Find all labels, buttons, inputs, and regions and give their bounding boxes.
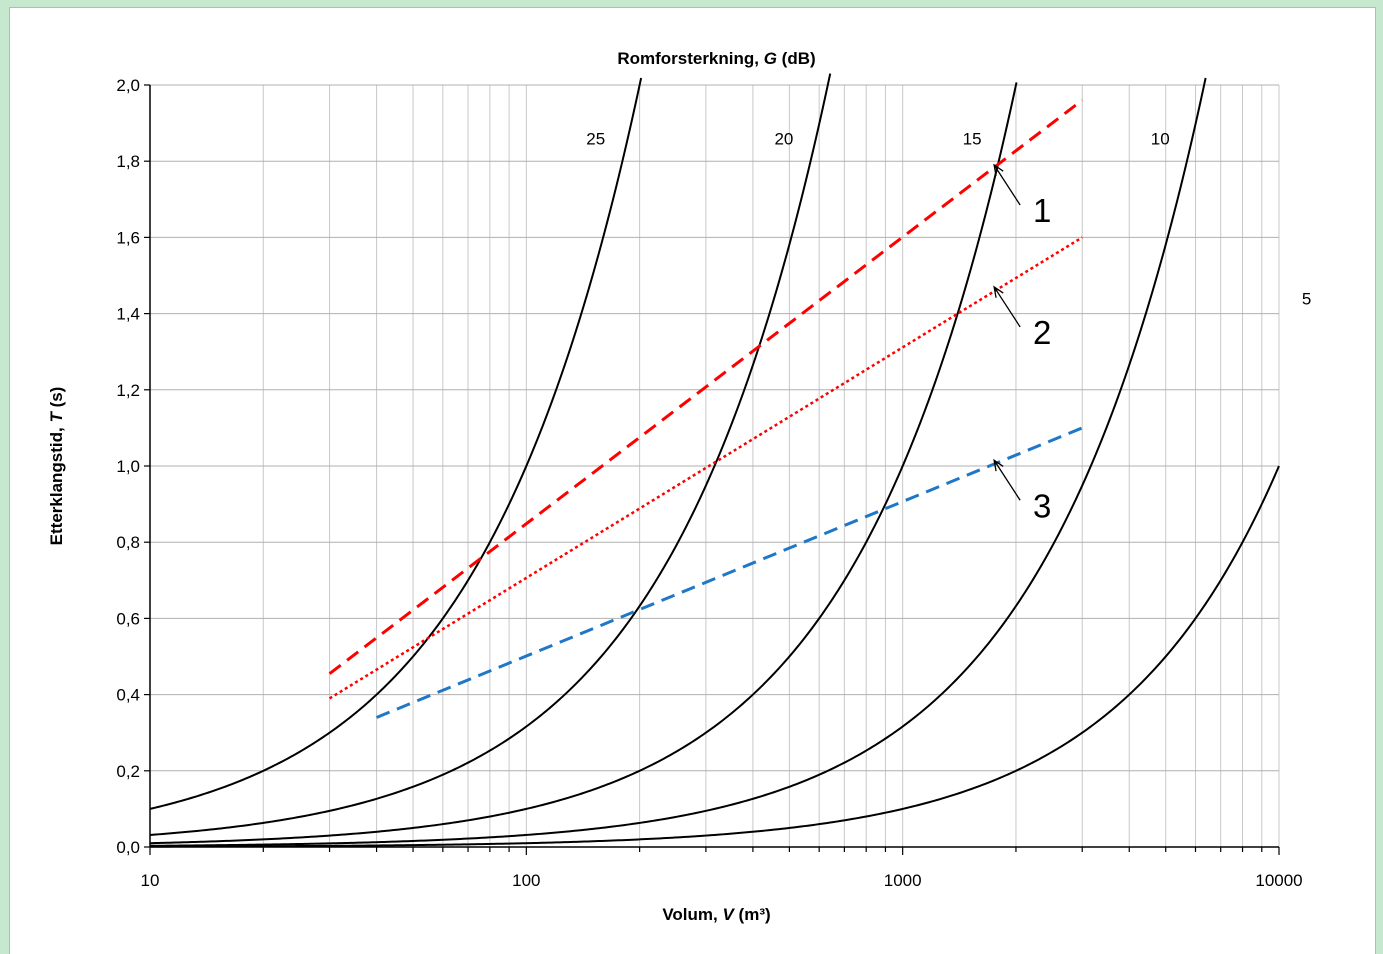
y-axis-title-main: Etterklangstid, bbox=[47, 423, 66, 546]
axes bbox=[144, 84, 1280, 855]
gain-curve-label-15: 15 bbox=[963, 129, 982, 148]
gain-curves bbox=[149, 73, 1280, 848]
y-tick-label: 1,6 bbox=[116, 228, 140, 247]
top-axis-title-unit: (dB) bbox=[777, 49, 816, 68]
x-tick-label: 10000 bbox=[1255, 871, 1302, 890]
grid bbox=[150, 84, 1280, 847]
y-tick-label: 0,4 bbox=[116, 686, 140, 705]
reference-line-1 bbox=[328, 99, 1084, 675]
x-axis-title-symbol: V bbox=[722, 905, 735, 924]
x-axis-title: Volum, V (m³) bbox=[662, 905, 770, 924]
y-tick-label: 2,0 bbox=[116, 76, 140, 95]
callout-label-1: 1 bbox=[1033, 192, 1051, 229]
y-tick-label: 1,8 bbox=[116, 152, 140, 171]
x-tick-label: 1000 bbox=[884, 871, 922, 890]
chart-canvas: 0,0 0,2 0,4 0,6 0,8 1,0 1,2 1,4 1,6 1,8 2,0 10 100 10… bbox=[47, 49, 1311, 924]
gain-curve-10 bbox=[149, 77, 1207, 847]
x-tick-label: 100 bbox=[512, 871, 540, 890]
y-axis-title-symbol: T bbox=[47, 411, 66, 423]
chart-frame: 0,0 0,2 0,4 0,6 0,8 1,0 1,2 1,4 1,6 1,8 2,0 10 100 10… bbox=[10, 8, 1375, 954]
gain-curve-20 bbox=[149, 73, 832, 836]
callout-arrowhead-1 bbox=[993, 163, 1004, 176]
callout-arrow-1 bbox=[993, 164, 1021, 206]
top-axis-title-main: Romforsterkning, bbox=[617, 49, 763, 68]
y-tick-label: 1,2 bbox=[116, 381, 140, 400]
gain-curve-label-5: 5 bbox=[1302, 289, 1311, 308]
y-tick-label: 0,2 bbox=[116, 762, 140, 781]
x-axis-title-unit: (m³) bbox=[734, 905, 771, 924]
reference-line-3 bbox=[376, 426, 1083, 719]
x-axis-title-main: Volum, bbox=[662, 905, 722, 924]
callout-arrowhead-3 bbox=[993, 458, 1004, 472]
callout-arrow-3 bbox=[993, 459, 1021, 501]
y-tick-label: 0,8 bbox=[116, 533, 140, 552]
y-tick-label: 0,6 bbox=[116, 609, 140, 628]
callout-label-3: 3 bbox=[1033, 487, 1051, 524]
y-tick-label: 1,4 bbox=[116, 305, 140, 324]
callout-label-2: 2 bbox=[1033, 314, 1051, 351]
y-tick-label: 0,0 bbox=[116, 838, 140, 857]
reference-lines bbox=[328, 99, 1084, 719]
x-tick-label: 10 bbox=[141, 871, 160, 890]
callout-arrowhead-2 bbox=[993, 285, 1004, 298]
top-axis-title-symbol: G bbox=[764, 49, 777, 68]
y-tick-label: 1,0 bbox=[116, 457, 140, 476]
gain-curve-5 bbox=[149, 465, 1280, 848]
gain-curve-15 bbox=[149, 82, 1018, 845]
gain-curve-label-10: 10 bbox=[1151, 129, 1170, 148]
gain-curve-25 bbox=[149, 77, 643, 810]
labels: 0,0 0,2 0,4 0,6 0,8 1,0 1,2 1,4 1,6 1,8 2,0 10 100 10… bbox=[116, 76, 1311, 890]
callout-arrow-2 bbox=[993, 286, 1021, 328]
y-axis-title: Etterklangstid, T (s) bbox=[47, 387, 66, 546]
gain-curve-label-20: 20 bbox=[774, 129, 793, 148]
gain-curve-label-25: 25 bbox=[586, 129, 605, 148]
y-axis-title-unit: (s) bbox=[47, 387, 66, 413]
top-axis-title: Romforsterkning, G (dB) bbox=[617, 49, 815, 68]
